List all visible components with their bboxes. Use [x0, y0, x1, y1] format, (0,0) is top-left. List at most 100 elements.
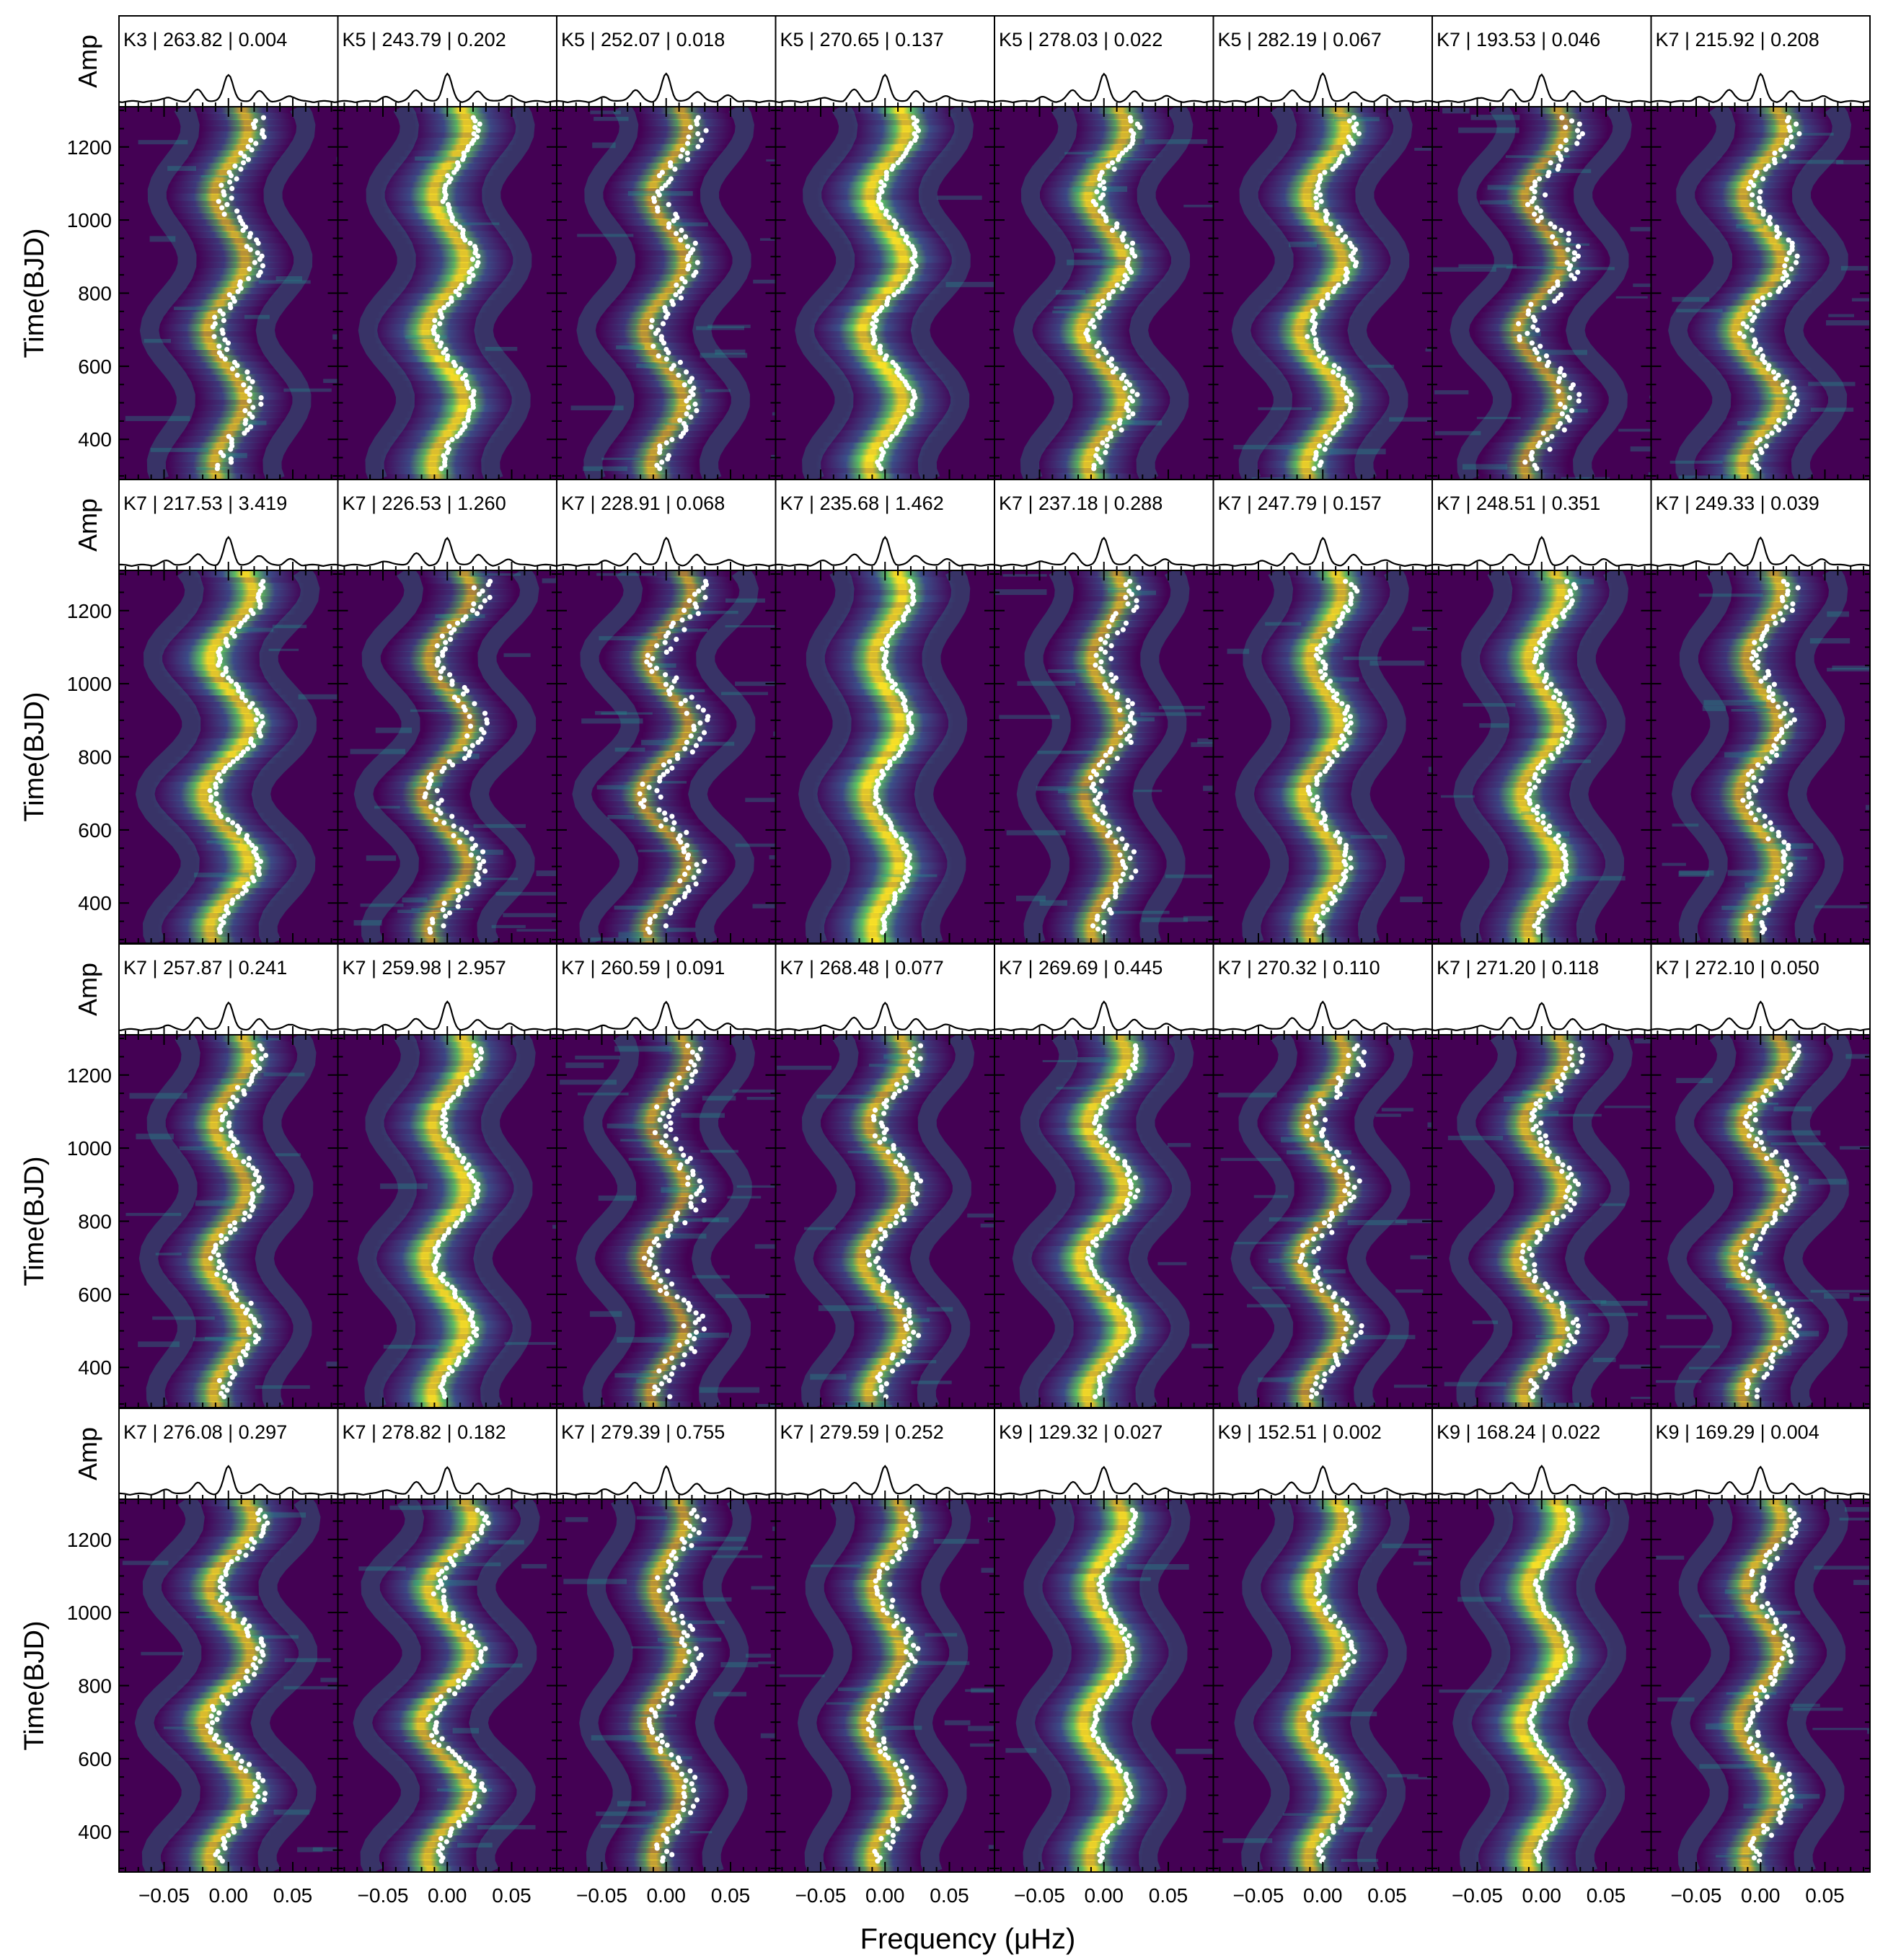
heatmap-slice	[845, 862, 953, 870]
trace-point	[649, 668, 655, 674]
trace-point	[904, 234, 909, 239]
heatmap-slice	[389, 169, 495, 176]
trace-point	[467, 714, 472, 720]
heatmap-slice	[1730, 601, 1825, 609]
amp-axes	[118, 15, 339, 107]
trace-point	[908, 141, 914, 146]
trace-point	[1131, 849, 1137, 855]
heatmap-slice	[1076, 595, 1168, 603]
noise-streak	[696, 326, 745, 330]
heatmap-slice	[423, 862, 513, 870]
noise-streak	[405, 335, 447, 339]
heatmap-slice	[821, 937, 928, 943]
trace-point	[685, 852, 692, 858]
noise-streak	[937, 195, 982, 200]
heatmap-slice	[158, 657, 263, 665]
heatmap-slice	[1289, 405, 1390, 412]
heatmap-slice	[1049, 436, 1149, 443]
heatmap-slice	[1289, 268, 1390, 275]
heatmap-slice	[1727, 707, 1822, 715]
trace-point	[691, 875, 697, 880]
heatmap-slice	[188, 281, 283, 288]
heatmap-slice	[1505, 856, 1608, 863]
heatmap-slice	[177, 1289, 274, 1297]
heatmap-slice	[1717, 423, 1814, 431]
trace-point	[1540, 769, 1546, 774]
trace-point	[220, 672, 226, 678]
noise-streak	[1463, 702, 1516, 707]
trace-point	[1763, 894, 1768, 900]
heatmap-slice	[164, 343, 260, 350]
noise-streak	[516, 929, 557, 932]
trace-point	[1105, 633, 1111, 639]
heatmap-slice	[816, 193, 924, 201]
heatmap-slice	[1697, 473, 1794, 480]
trace-point	[464, 379, 469, 384]
trace-point	[446, 624, 452, 630]
trace-point	[220, 1384, 226, 1390]
trace-point	[251, 1317, 257, 1323]
trace-point	[1773, 875, 1779, 880]
heatmap-slice	[833, 831, 940, 839]
heatmap-slice	[166, 461, 262, 468]
heatmap-slice	[1286, 868, 1388, 876]
heatmap-slice	[394, 1358, 500, 1365]
trace-point	[246, 275, 252, 281]
noise-streak	[601, 712, 653, 715]
trace-point	[886, 295, 891, 301]
heatmap-slice	[1077, 588, 1168, 596]
trace-point	[1102, 681, 1108, 687]
panel: K7 | 217.53 | 3.419	[118, 479, 339, 944]
trace-point	[1783, 604, 1789, 610]
heatmap-slice	[172, 442, 268, 449]
heatmap-slice	[161, 813, 265, 820]
trace-point	[255, 250, 260, 256]
heatmap-slice	[1506, 862, 1609, 870]
heatmap-slice	[1259, 657, 1361, 665]
heatmap-slice	[400, 825, 490, 832]
noise-streak	[144, 338, 172, 343]
heatmap-slice	[619, 825, 707, 832]
trace-point	[228, 456, 234, 462]
trace-point	[434, 643, 440, 649]
noise-streak	[999, 715, 1060, 719]
trace-point	[670, 620, 676, 626]
trace-point	[451, 833, 456, 839]
trace-point	[226, 1146, 232, 1152]
heatmap	[557, 570, 776, 943]
heatmap-slice	[1713, 224, 1811, 232]
trace-point	[449, 295, 454, 301]
heatmap-slice	[1044, 175, 1144, 182]
trace-point	[1095, 311, 1100, 317]
heatmap-slice	[1697, 349, 1794, 356]
heatmap-slice	[1280, 374, 1382, 381]
trace-point	[227, 1365, 233, 1371]
heatmap-slice	[1271, 162, 1372, 170]
noise-streak	[272, 624, 307, 629]
trace-point	[891, 218, 897, 224]
heatmap-slice	[609, 638, 697, 646]
trace-point	[464, 829, 469, 835]
trace-point	[1552, 299, 1558, 304]
trace-point	[891, 756, 897, 762]
heatmap-slice	[415, 125, 521, 133]
noise-streak	[149, 236, 176, 242]
noise-streak	[1158, 705, 1205, 710]
trace-point	[1103, 752, 1108, 758]
heatmap-slice	[852, 119, 959, 126]
amp-axes	[1212, 15, 1433, 107]
heatmap-slice	[427, 588, 517, 596]
heatmap-slice	[635, 107, 728, 114]
heatmap-slice	[408, 887, 498, 895]
panel-label: K7 | 247.79 | 0.157	[1218, 493, 1382, 514]
trace-point	[248, 736, 254, 742]
side-ridge	[914, 570, 971, 943]
heatmap-slice	[1281, 614, 1382, 621]
trace-point	[1535, 778, 1542, 784]
heatmap-slice	[1285, 707, 1387, 715]
trace-point	[1333, 427, 1338, 433]
noise-streak	[994, 589, 1047, 596]
panel-label: K7 | 215.92 | 0.208	[1656, 29, 1819, 50]
heatmap-slice	[1263, 299, 1365, 306]
heatmap-slice	[410, 1333, 516, 1341]
